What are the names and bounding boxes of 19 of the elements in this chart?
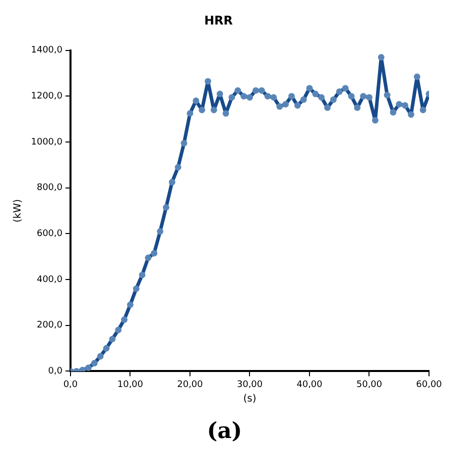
y-tick-label: 1400,0	[30, 46, 63, 56]
chart-title: HRR	[204, 13, 233, 28]
y-tick-label: 1200,0	[30, 92, 63, 102]
x-tick-label: 10,00	[117, 380, 144, 390]
y-tick-label: 600,0	[36, 229, 63, 240]
x-axis-title: (s)	[243, 394, 256, 405]
y-axis-title: (kW)	[12, 198, 24, 223]
y-tick-label: 200,0	[36, 320, 63, 331]
y-tick-label: 400,0	[36, 274, 63, 285]
text: (a)	[206, 418, 244, 444]
x-tick-label: 20,00	[177, 380, 204, 390]
x-tick-label: 0,0	[63, 380, 78, 390]
x-tick-label: 40,00	[296, 380, 323, 390]
x-tick-label: 30,00	[236, 380, 263, 390]
x-tick-label: 60,00	[416, 380, 442, 390]
y-tick-label: 1000,0	[30, 137, 63, 148]
x-tick-label: 50,00	[356, 380, 382, 390]
y-tick-label: 800,0	[36, 183, 63, 194]
y-tick-label: 0,0	[48, 366, 63, 377]
